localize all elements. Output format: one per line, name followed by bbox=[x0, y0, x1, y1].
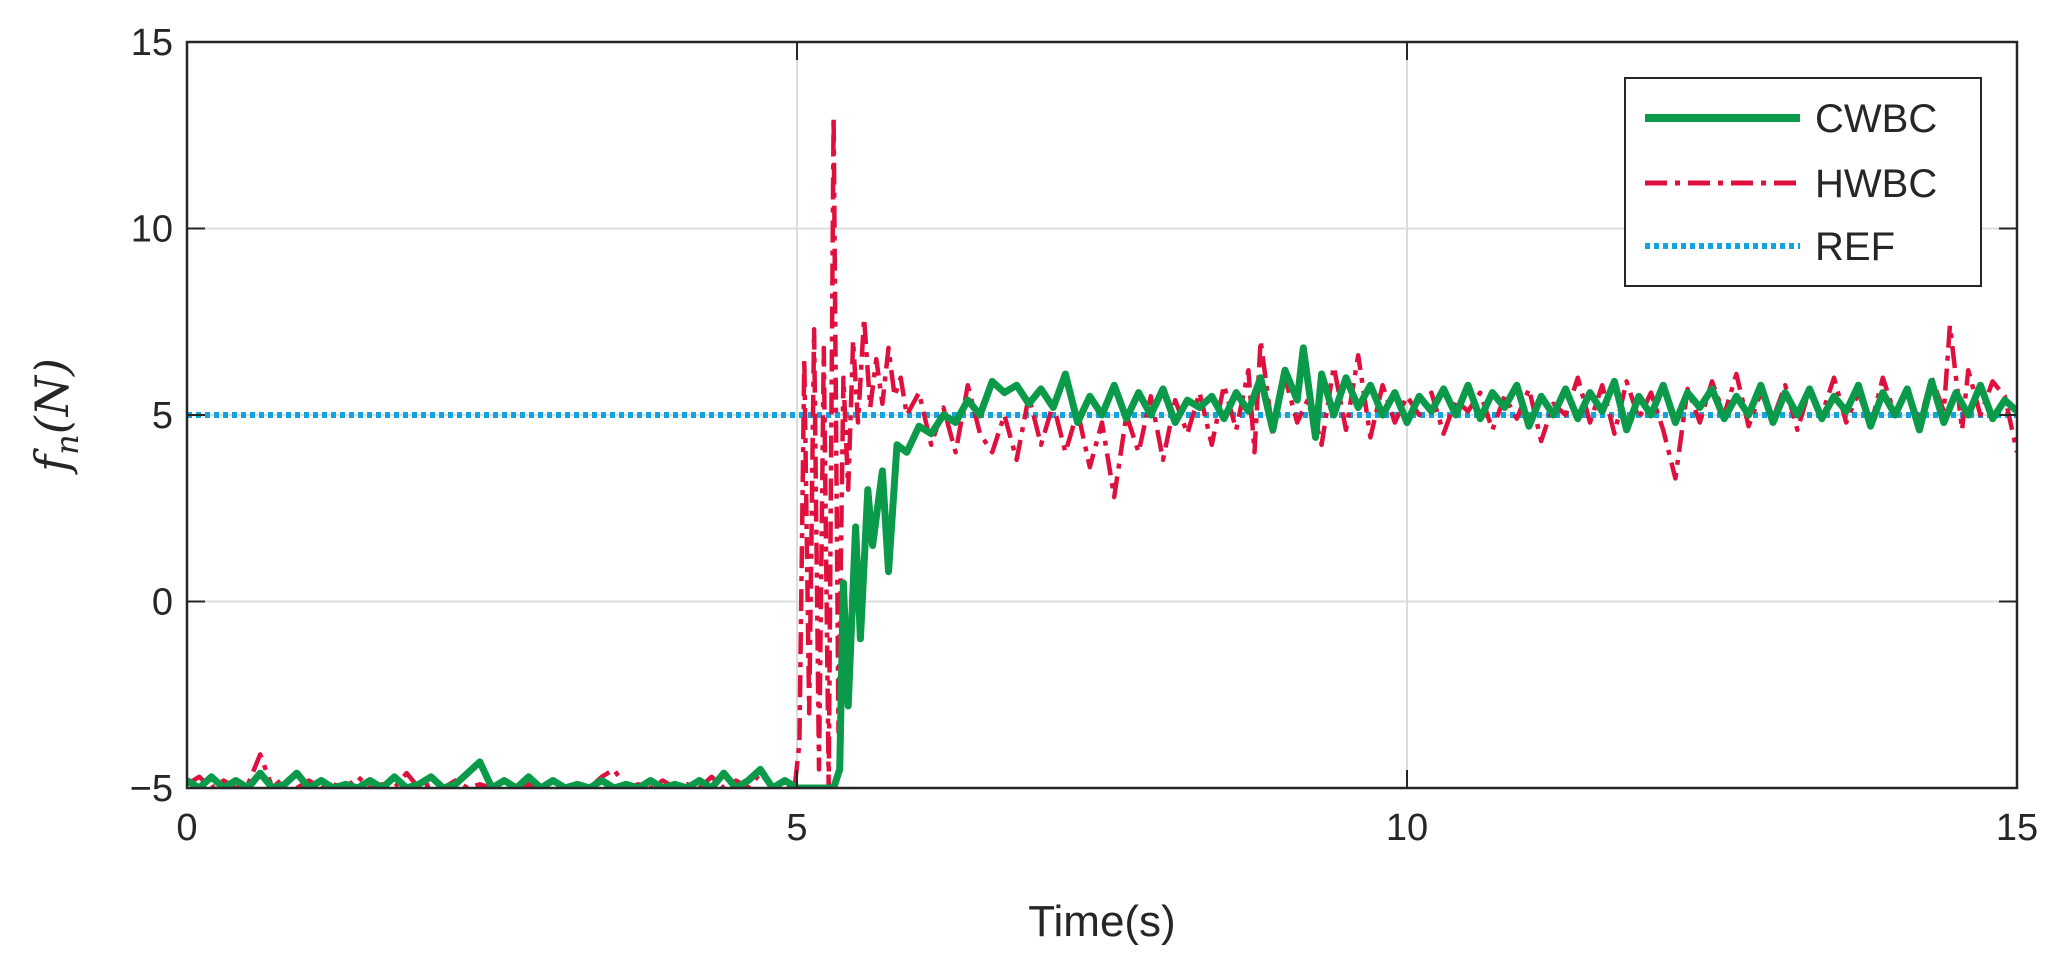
y-axis-label: fn(N) bbox=[25, 358, 86, 475]
legend-label-hwbc: HWBC bbox=[1815, 162, 1937, 206]
y-tick-label: 5 bbox=[152, 395, 173, 437]
legend-box bbox=[1624, 77, 1982, 287]
x-tick-label: 0 bbox=[176, 807, 197, 849]
legend: CWBC HWBC REF bbox=[1624, 77, 1982, 287]
x-tick-label: 10 bbox=[1386, 807, 1428, 849]
y-axis-label-rest: (N) bbox=[25, 358, 79, 434]
legend-label-ref: REF bbox=[1815, 225, 1895, 269]
y-tick-label: −5 bbox=[130, 768, 173, 810]
series-line-cwbc bbox=[187, 344, 2017, 788]
x-axis-label: Time(s) bbox=[1028, 897, 1175, 946]
x-tick-label: 15 bbox=[1996, 807, 2038, 849]
y-tick-label: 15 bbox=[131, 22, 173, 64]
legend-label-cwbc: CWBC bbox=[1815, 97, 1937, 141]
y-axis-label-sub: n bbox=[48, 434, 86, 455]
ticks bbox=[186, 41, 2018, 789]
y-tick-label: 10 bbox=[131, 209, 173, 251]
x-tick-label: 5 bbox=[786, 807, 807, 849]
y-tick-label: 0 bbox=[152, 582, 173, 624]
